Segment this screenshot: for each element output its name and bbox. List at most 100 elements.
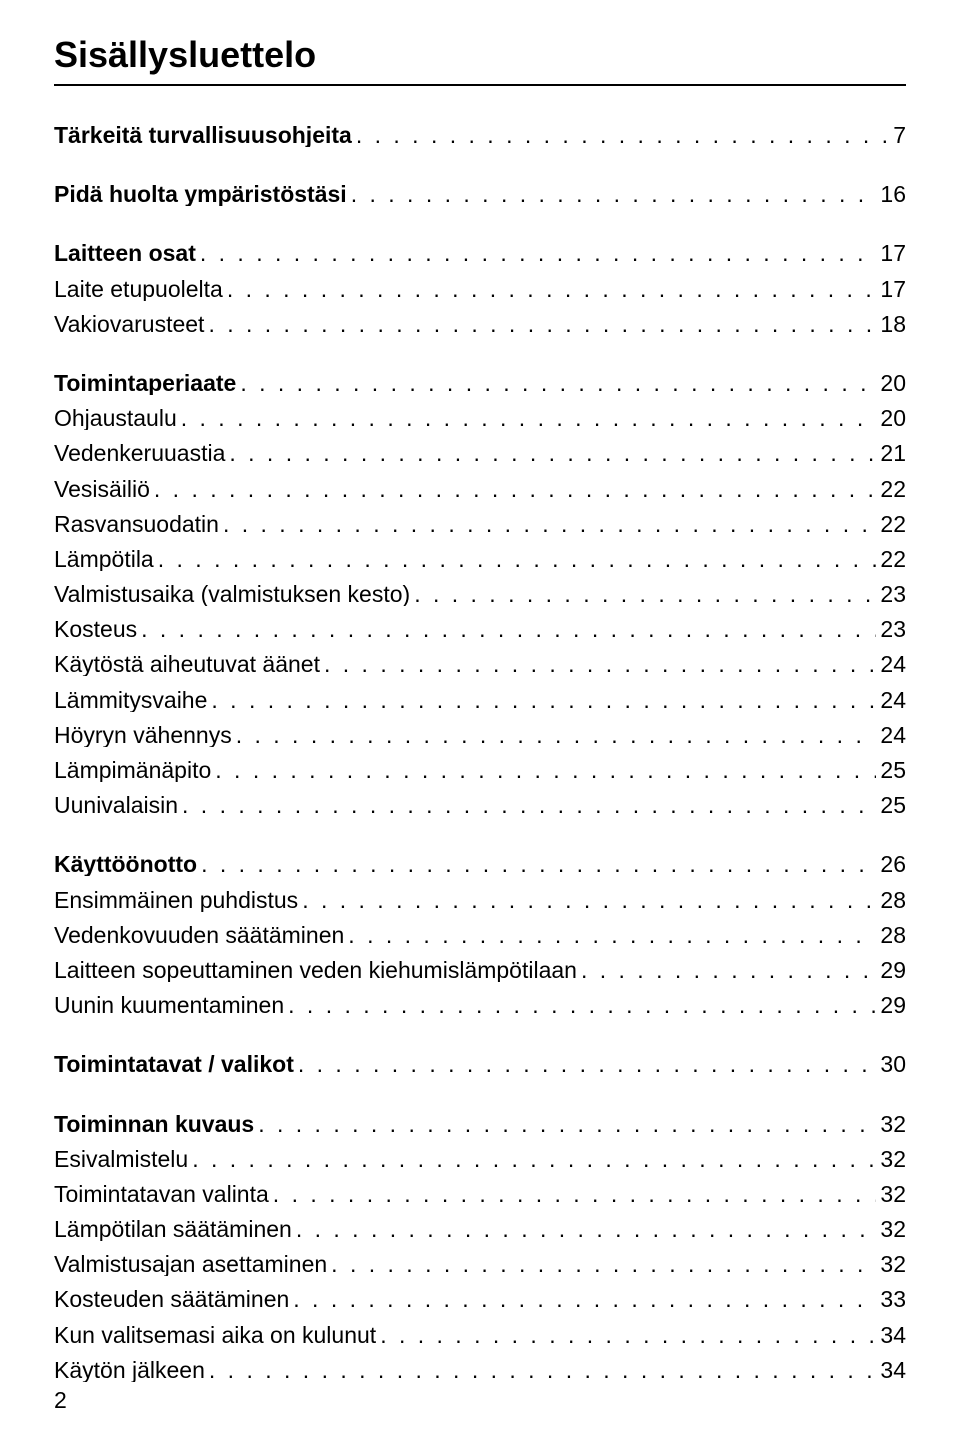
toc-label: Käyttöönotto	[54, 853, 197, 876]
toc-page-number: 25	[876, 794, 906, 817]
toc-section: Käyttöönotto . . . . . . . . . . . . . .…	[54, 853, 906, 876]
toc-item: Laite etupuolelta . . . . . . . . . . . …	[54, 278, 906, 301]
toc-dot-leader: . . . . . . . . . . . . . . . . . . . . …	[207, 689, 876, 712]
toc-label: Laitteen osat	[54, 242, 196, 265]
toc-dot-leader: . . . . . . . . . . . . . . . . . . . . …	[232, 724, 877, 747]
toc-item: Laitteen sopeuttaminen veden kiehumisläm…	[54, 959, 906, 982]
toc-label: Uunin kuumentaminen	[54, 994, 284, 1017]
toc-item: Lämpötilan säätäminen . . . . . . . . . …	[54, 1218, 906, 1241]
toc-page-number: 23	[876, 583, 906, 606]
toc-item: Uunivalaisin . . . . . . . . . . . . . .…	[54, 794, 906, 817]
section-gap	[54, 348, 906, 372]
toc-page-number: 22	[876, 548, 906, 571]
toc-label: Vedenkovuuden säätäminen	[54, 924, 344, 947]
toc-label: Vedenkeruuastia	[54, 442, 225, 465]
toc-page-number: 20	[876, 372, 906, 395]
toc-label: Vesisäiliö	[54, 478, 150, 501]
toc-label: Lämmitysvaihe	[54, 689, 207, 712]
toc-dot-leader: . . . . . . . . . . . . . . . . . . . . …	[410, 583, 876, 606]
section-gap	[54, 829, 906, 853]
toc-page-number: 34	[876, 1324, 906, 1347]
toc-label: Käytön jälkeen	[54, 1359, 205, 1382]
toc-label: Lämpötila	[54, 548, 154, 571]
toc-page-number: 29	[876, 959, 906, 982]
toc-section: Tärkeitä turvallisuusohjeita . . . . . .…	[54, 124, 906, 147]
toc-label: Kosteuden säätäminen	[54, 1288, 289, 1311]
toc-page-number: 26	[876, 853, 906, 876]
toc-item: Lämpimänäpito . . . . . . . . . . . . . …	[54, 759, 906, 782]
toc-label: Laite etupuolelta	[54, 278, 223, 301]
toc-item: Kosteuden säätäminen . . . . . . . . . .…	[54, 1288, 906, 1311]
toc-label: Käytöstä aiheutuvat äänet	[54, 653, 320, 676]
toc-section: Laitteen osat . . . . . . . . . . . . . …	[54, 242, 906, 265]
toc-label: Kosteus	[54, 618, 137, 641]
toc-dot-leader: . . . . . . . . . . . . . . . . . . . . …	[225, 442, 876, 465]
toc-dot-leader: . . . . . . . . . . . . . . . . . . . . …	[178, 794, 876, 817]
toc-label: Ohjaustaulu	[54, 407, 177, 430]
toc-section: Pidä huolta ympäristöstäsi . . . . . . .…	[54, 183, 906, 206]
toc-page-number: 24	[876, 724, 906, 747]
toc-dot-leader: . . . . . . . . . . . . . . . . . . . . …	[223, 278, 877, 301]
toc-section: Toimintatavat / valikot . . . . . . . . …	[54, 1053, 906, 1076]
toc-label: Vakiovarusteet	[54, 313, 204, 336]
toc-dot-leader: . . . . . . . . . . . . . . . . . . . . …	[320, 653, 876, 676]
toc-page-number: 22	[876, 478, 906, 501]
toc-page-number: 34	[876, 1359, 906, 1382]
toc-item: Vedenkeruuastia . . . . . . . . . . . . …	[54, 442, 906, 465]
toc-item: Kosteus . . . . . . . . . . . . . . . . …	[54, 618, 906, 641]
title-rule	[54, 84, 906, 86]
toc-dot-leader: . . . . . . . . . . . . . . . . . . . . …	[577, 959, 876, 982]
toc-dot-leader: . . . . . . . . . . . . . . . . . . . . …	[298, 889, 876, 912]
toc-page-number: 32	[876, 1218, 906, 1241]
toc-page-number: 32	[876, 1183, 906, 1206]
toc-section: Toiminnan kuvaus . . . . . . . . . . . .…	[54, 1113, 906, 1136]
toc-dot-leader: . . . . . . . . . . . . . . . . . . . . …	[294, 1053, 877, 1076]
toc-dot-leader: . . . . . . . . . . . . . . . . . . . . …	[376, 1324, 876, 1347]
toc-label: Uunivalaisin	[54, 794, 178, 817]
toc-page-number: 28	[876, 889, 906, 912]
toc-label: Ensimmäinen puhdistus	[54, 889, 298, 912]
toc-page-number: 16	[876, 183, 906, 206]
toc-item: Vedenkovuuden säätäminen . . . . . . . .…	[54, 924, 906, 947]
toc-dot-leader: . . . . . . . . . . . . . . . . . . . . …	[236, 372, 876, 395]
toc-dot-leader: . . . . . . . . . . . . . . . . . . . . …	[284, 994, 876, 1017]
toc-dot-leader: . . . . . . . . . . . . . . . . . . . . …	[205, 1359, 877, 1382]
toc-item: Käytön jälkeen . . . . . . . . . . . . .…	[54, 1359, 906, 1382]
toc-label: Valmistusajan asettaminen	[54, 1253, 327, 1276]
toc-label: Tärkeitä turvallisuusohjeita	[54, 124, 352, 147]
section-gap	[54, 218, 906, 242]
toc-label: Höyryn vähennys	[54, 724, 232, 747]
toc-page-number: 17	[876, 278, 906, 301]
toc-item: Höyryn vähennys . . . . . . . . . . . . …	[54, 724, 906, 747]
page-number: 2	[54, 1387, 67, 1414]
toc-dot-leader: . . . . . . . . . . . . . . . . . . . . …	[150, 478, 877, 501]
toc-label: Toimintatavan valinta	[54, 1183, 269, 1206]
section-gap	[54, 1089, 906, 1113]
toc-item: Vakiovarusteet . . . . . . . . . . . . .…	[54, 313, 906, 336]
toc-item: Lämmitysvaihe . . . . . . . . . . . . . …	[54, 689, 906, 712]
toc-dot-leader: . . . . . . . . . . . . . . . . . . . . …	[211, 759, 876, 782]
toc-label: Rasvansuodatin	[54, 513, 219, 536]
toc-page-number: 20	[876, 407, 906, 430]
toc-label: Kun valitsemasi aika on kulunut	[54, 1324, 376, 1347]
toc-dot-leader: . . . . . . . . . . . . . . . . . . . . …	[188, 1148, 876, 1171]
toc-label: Valmistusaika (valmistuksen kesto)	[54, 583, 410, 606]
section-gap	[54, 1029, 906, 1053]
toc-dot-leader: . . . . . . . . . . . . . . . . . . . . …	[197, 853, 876, 876]
toc-page-number: 28	[876, 924, 906, 947]
toc-item: Ensimmäinen puhdistus . . . . . . . . . …	[54, 889, 906, 912]
toc-item: Esivalmistelu . . . . . . . . . . . . . …	[54, 1148, 906, 1171]
toc-page-number: 32	[876, 1148, 906, 1171]
toc-page-number: 24	[876, 689, 906, 712]
toc-dot-leader: . . . . . . . . . . . . . . . . . . . . …	[177, 407, 877, 430]
toc-item: Toimintatavan valinta . . . . . . . . . …	[54, 1183, 906, 1206]
toc-item: Rasvansuodatin . . . . . . . . . . . . .…	[54, 513, 906, 536]
toc-page-number: 7	[889, 124, 906, 147]
toc-page-number: 30	[876, 1053, 906, 1076]
toc-dot-leader: . . . . . . . . . . . . . . . . . . . . …	[154, 548, 877, 571]
toc-dot-leader: . . . . . . . . . . . . . . . . . . . . …	[254, 1113, 876, 1136]
section-gap	[54, 159, 906, 183]
toc-page-number: 23	[876, 618, 906, 641]
toc-dot-leader: . . . . . . . . . . . . . . . . . . . . …	[327, 1253, 876, 1276]
page-title: Sisällysluettelo	[54, 34, 906, 76]
